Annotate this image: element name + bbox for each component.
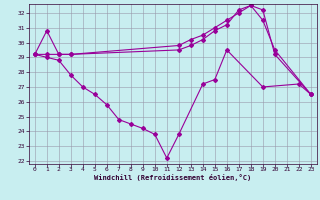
X-axis label: Windchill (Refroidissement éolien,°C): Windchill (Refroidissement éolien,°C) bbox=[94, 174, 252, 181]
